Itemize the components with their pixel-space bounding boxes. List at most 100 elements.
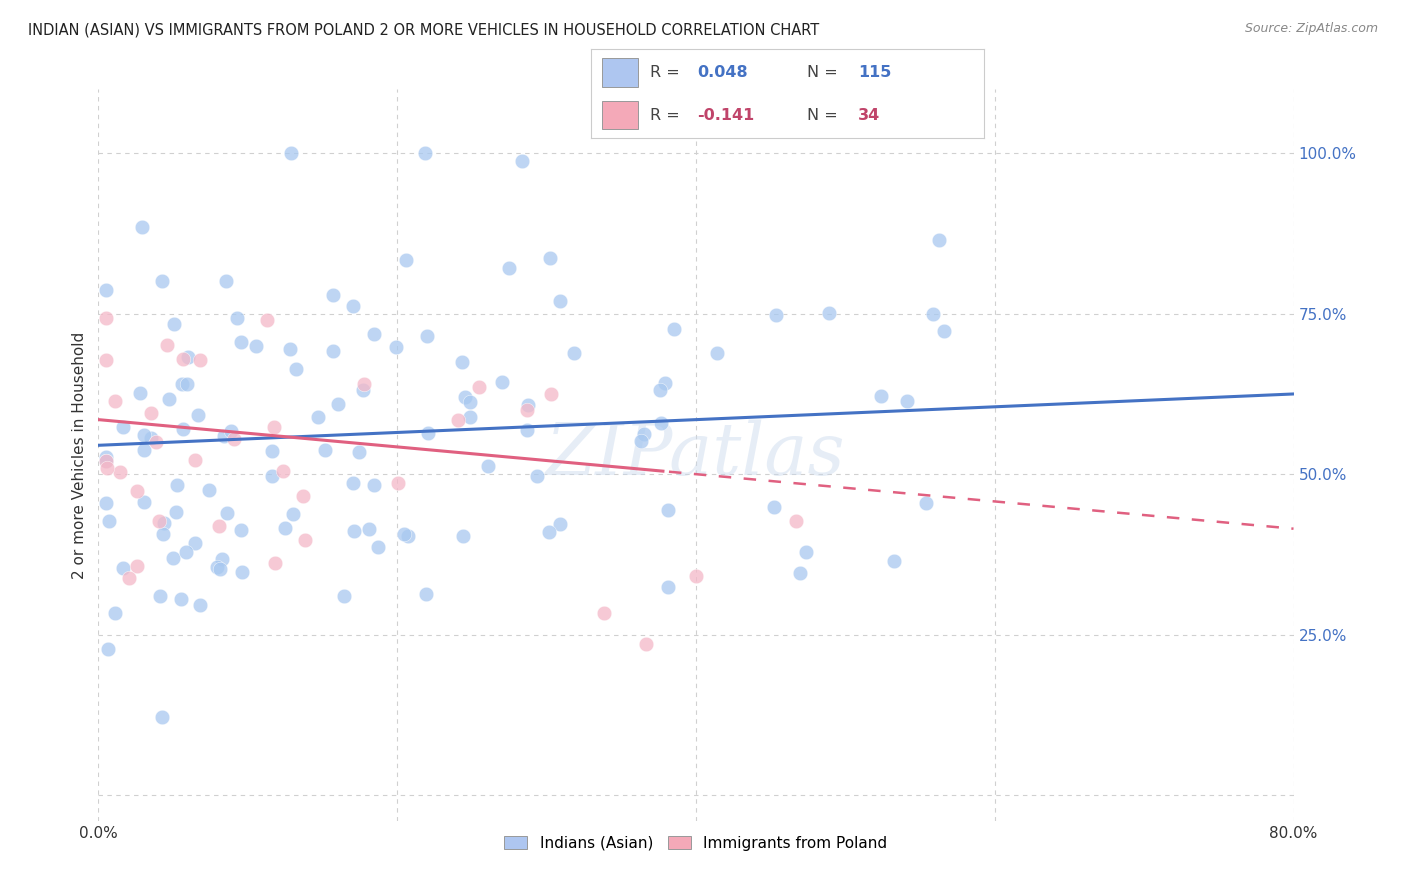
Point xyxy=(149,589,172,603)
Point xyxy=(817,306,839,320)
Point xyxy=(173,351,195,366)
Point xyxy=(174,544,197,558)
Point xyxy=(548,516,571,531)
Point xyxy=(170,376,193,391)
Point xyxy=(132,427,155,442)
Point xyxy=(349,445,371,459)
Text: Source: ZipAtlas.com: Source: ZipAtlas.com xyxy=(1244,22,1378,36)
Point xyxy=(134,495,156,509)
Point xyxy=(111,419,134,434)
Point xyxy=(139,431,162,445)
Point xyxy=(510,154,533,169)
Point xyxy=(271,465,294,479)
Point xyxy=(214,429,236,443)
Point xyxy=(367,541,389,555)
Point xyxy=(97,514,120,528)
Point xyxy=(118,570,141,584)
Point xyxy=(285,362,308,376)
Point xyxy=(342,299,364,313)
Point xyxy=(342,475,364,490)
Point xyxy=(145,435,167,450)
Point xyxy=(96,461,118,475)
Point xyxy=(256,312,278,326)
Point xyxy=(104,393,127,408)
Point xyxy=(540,251,562,265)
Point xyxy=(225,310,247,325)
Point xyxy=(415,146,437,161)
Point xyxy=(685,568,707,582)
Point xyxy=(415,587,437,601)
Point xyxy=(176,376,198,391)
Text: ZIPatlas: ZIPatlas xyxy=(546,419,846,491)
Point xyxy=(657,503,679,517)
Point xyxy=(129,386,152,401)
Point xyxy=(648,383,671,397)
Point xyxy=(94,353,117,368)
Point xyxy=(540,387,562,401)
Point xyxy=(162,551,184,566)
Point xyxy=(789,566,811,581)
Point xyxy=(94,454,117,468)
Point xyxy=(363,478,385,492)
Text: -0.141: -0.141 xyxy=(697,108,754,122)
Point xyxy=(153,516,176,531)
Point xyxy=(562,345,585,359)
Point xyxy=(208,519,231,533)
Point xyxy=(188,352,211,367)
Point xyxy=(934,324,956,338)
Point xyxy=(148,514,170,528)
Point xyxy=(94,450,117,465)
Point xyxy=(127,559,149,574)
Point xyxy=(763,500,786,515)
Point xyxy=(274,521,297,535)
Point xyxy=(447,413,470,427)
Point xyxy=(176,350,198,364)
Point xyxy=(458,409,481,424)
Point xyxy=(157,392,180,406)
Point xyxy=(418,425,440,440)
Text: 0.048: 0.048 xyxy=(697,65,748,79)
Point xyxy=(394,527,416,541)
Point xyxy=(150,710,173,724)
Point xyxy=(322,344,344,359)
Text: R =: R = xyxy=(650,65,685,79)
Point xyxy=(498,260,520,275)
Point xyxy=(94,311,117,326)
Point xyxy=(215,274,238,288)
Point xyxy=(387,476,409,491)
Point xyxy=(322,288,344,302)
Point xyxy=(538,524,561,539)
Point xyxy=(207,560,229,574)
Point xyxy=(516,398,538,412)
Point xyxy=(217,506,239,520)
Point xyxy=(928,234,950,248)
Point xyxy=(363,326,385,341)
Point xyxy=(198,483,221,498)
Point xyxy=(662,322,685,336)
Point xyxy=(94,283,117,297)
Point xyxy=(633,426,655,441)
Point xyxy=(395,253,418,268)
Point xyxy=(229,523,252,537)
Point xyxy=(915,496,938,510)
Point xyxy=(104,606,127,620)
Point xyxy=(166,478,188,492)
Point xyxy=(263,420,285,434)
Point xyxy=(654,376,676,391)
Point xyxy=(307,409,329,424)
Point xyxy=(169,592,191,607)
Y-axis label: 2 or more Vehicles in Household: 2 or more Vehicles in Household xyxy=(72,331,87,579)
Point xyxy=(152,526,174,541)
Point xyxy=(108,466,131,480)
Point xyxy=(706,345,728,359)
Point xyxy=(526,469,548,483)
Point xyxy=(262,444,284,458)
Point xyxy=(352,384,374,398)
Text: 115: 115 xyxy=(858,65,891,79)
Point xyxy=(294,533,316,548)
Point xyxy=(765,309,787,323)
Point xyxy=(550,294,572,309)
Point xyxy=(468,380,491,394)
Point xyxy=(516,403,538,417)
FancyBboxPatch shape xyxy=(602,58,638,87)
